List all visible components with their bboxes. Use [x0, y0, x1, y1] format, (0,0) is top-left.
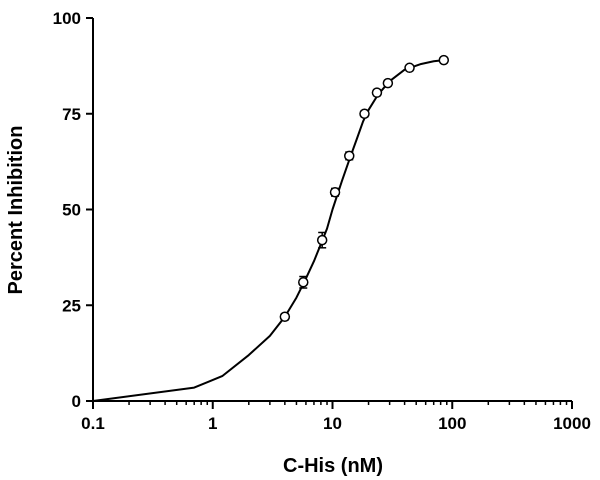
data-point	[344, 150, 355, 162]
fit-curve	[92, 59, 444, 402]
data-point	[279, 311, 291, 322]
point-marker	[279, 311, 291, 322]
y-tick-label: 0	[72, 392, 81, 411]
y-tick-label: 100	[53, 9, 81, 28]
data-point	[298, 275, 309, 289]
data-point	[371, 87, 383, 98]
x-tick-label: 10	[323, 414, 342, 433]
x-tick-label: 0.1	[81, 414, 105, 433]
point-marker	[329, 187, 341, 198]
x-tick-label: 100	[438, 414, 466, 433]
data-point	[404, 62, 415, 74]
x-axis-title: C-His (nM)	[283, 455, 383, 477]
point-marker	[344, 150, 355, 162]
point-marker	[359, 108, 370, 119]
y-tick-label: 50	[62, 201, 81, 220]
x-tick-label: 1	[208, 414, 217, 433]
data-point	[359, 108, 370, 119]
y-tick-label: 25	[62, 296, 81, 315]
axes: 0 25 50 75 100 0.1 1 10 100 1000	[53, 9, 591, 433]
point-marker	[382, 77, 394, 89]
data-point	[382, 77, 394, 89]
point-marker	[298, 277, 309, 288]
data-point	[316, 231, 328, 249]
point-marker	[316, 234, 328, 246]
data-point	[438, 54, 450, 66]
point-marker	[404, 62, 415, 74]
x-tick-label: 1000	[553, 414, 591, 433]
y-axis-title: Percent Inhibition	[5, 126, 27, 295]
fit-curve-layer	[92, 59, 444, 402]
y-tick-label: 75	[62, 105, 81, 124]
data-point	[329, 187, 341, 198]
point-marker	[438, 54, 450, 66]
point-marker	[371, 87, 383, 98]
data-points-layer	[279, 54, 450, 322]
